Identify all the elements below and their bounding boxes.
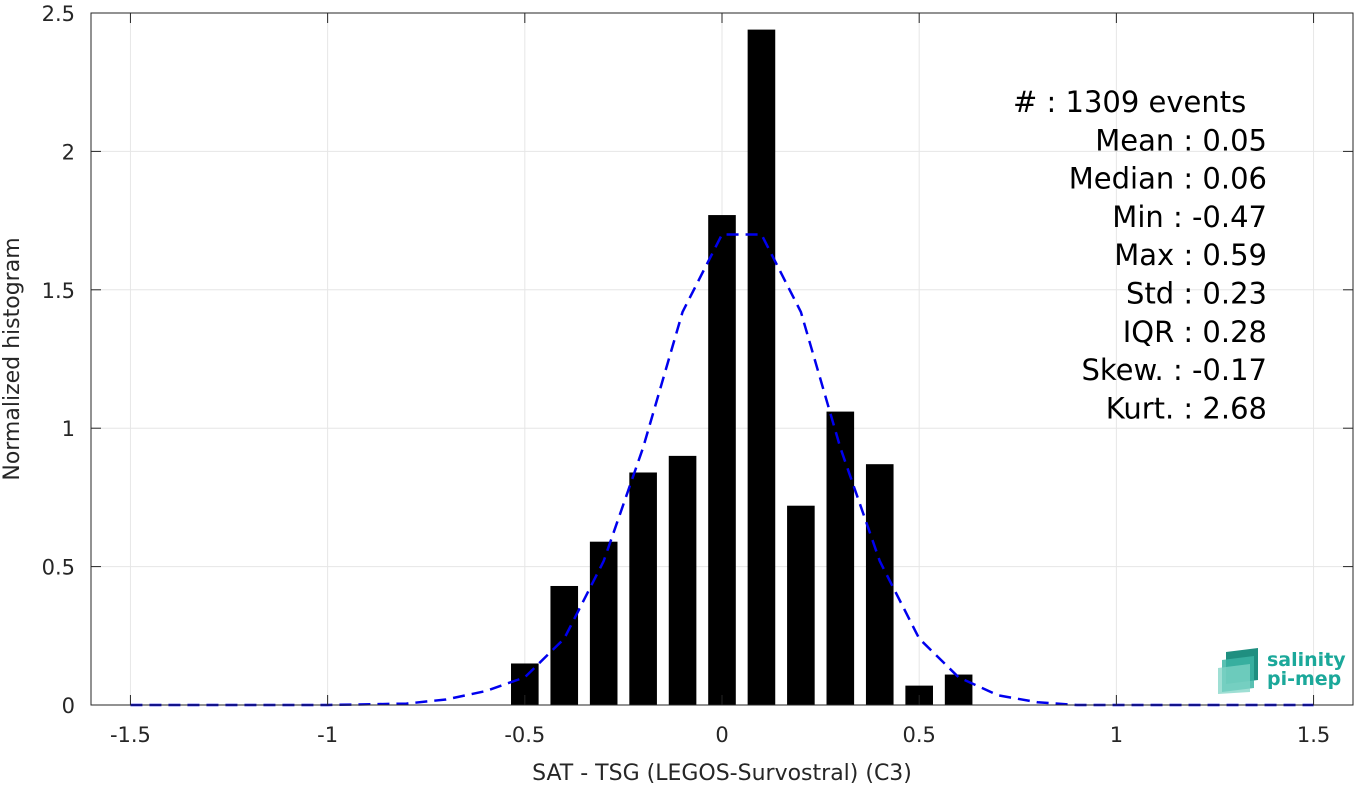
statistic-line: Min : -0.47: [1112, 200, 1267, 234]
statistics-annotation: # : 1309 events Mean : 0.05 Median : 0.06 M…: [1013, 85, 1267, 425]
bars: [511, 29, 973, 706]
y-tick-label: 2.5: [42, 2, 75, 26]
x-tick-label: 1: [1110, 723, 1123, 747]
histogram-bar: [708, 215, 736, 705]
statistic-line: Std : 0.23: [1126, 277, 1267, 311]
histogram-bar: [668, 455, 697, 705]
histogram-bar: [589, 541, 618, 705]
salinity-pi-mep-logo: salinity pi-mep: [1218, 648, 1346, 694]
histogram-bar: [629, 472, 657, 705]
logo-text-salinity: salinity: [1267, 649, 1346, 671]
x-tick-label: -1.5: [110, 723, 151, 747]
y-tick-label: 2: [62, 140, 75, 164]
tick-labels: -1.5 -1 -0.5 0 0.5 1 1.5 0 0.5 1 1.5 2 2.5: [42, 2, 1331, 747]
y-axis-label: Normalized histogram: [0, 237, 25, 480]
statistic-line: # : 1309 events: [1013, 85, 1246, 119]
statistic-line: Max : 0.59: [1114, 238, 1267, 272]
statistic-line: Kurt. : 2.68: [1106, 391, 1267, 425]
histogram-bar: [550, 585, 579, 705]
y-tick-label: 0: [62, 694, 75, 718]
statistic-line: Median : 0.06: [1069, 162, 1267, 196]
histogram-bar: [944, 674, 973, 705]
x-tick-label: 1.5: [1297, 723, 1330, 747]
statistic-line: Skew. : -0.17: [1081, 353, 1267, 387]
x-tick-label: -0.5: [504, 723, 545, 747]
y-tick-label: 1: [62, 417, 75, 441]
histogram-bar: [787, 505, 815, 705]
histogram-bar: [747, 29, 776, 706]
x-tick-label: -1: [317, 723, 338, 747]
histogram-bar: [865, 464, 894, 705]
statistic-line: Mean : 0.05: [1095, 123, 1267, 157]
y-tick-label: 1.5: [42, 279, 75, 303]
x-tick-label: 0.5: [902, 723, 935, 747]
y-tick-label: 0.5: [42, 556, 75, 580]
x-tick-label: 0: [715, 723, 728, 747]
statistic-line: IQR : 0.28: [1123, 315, 1267, 349]
logo-waves-icon: [1218, 648, 1258, 694]
histogram-bar: [826, 411, 855, 705]
axes: [90, 12, 1354, 706]
logo-text-pi-mep: pi-mep: [1267, 668, 1341, 690]
x-axis-label: SAT - TSG (LEGOS-Survostral) (C3): [532, 761, 912, 785]
